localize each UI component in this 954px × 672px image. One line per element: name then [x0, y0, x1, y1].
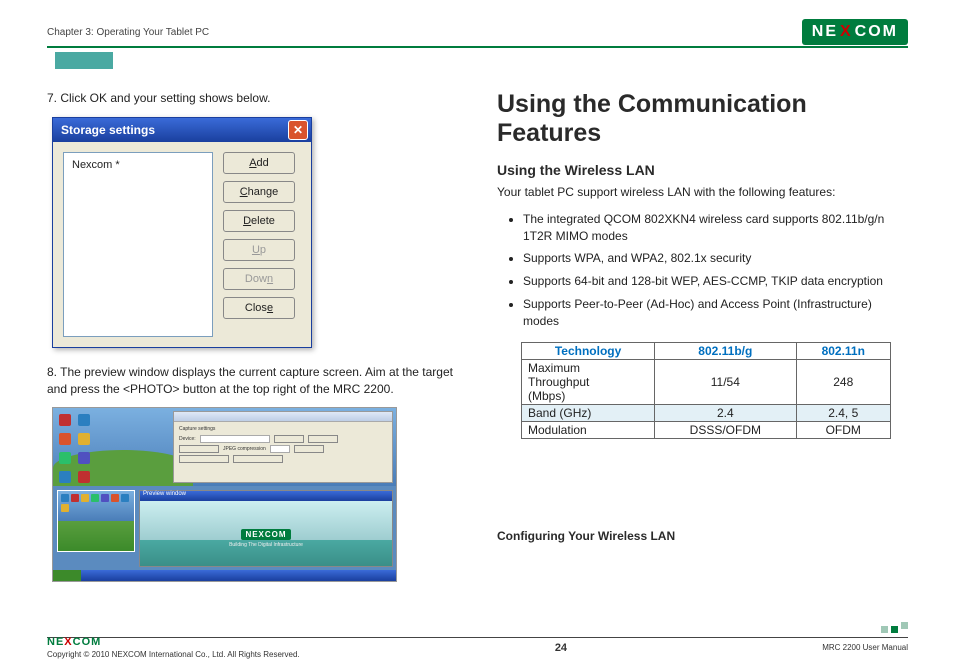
mini-button[interactable]	[308, 435, 338, 443]
copyright-text: Copyright © 2010 NEXCOM International Co…	[47, 650, 300, 659]
logo-part-com: COM	[855, 23, 898, 41]
chapter-label: Chapter 3: Operating Your Tablet PC	[47, 27, 209, 38]
cell-label: Band (GHz)	[522, 404, 655, 421]
preview-window: Preview window NEXCOM Building The Digit…	[139, 490, 393, 567]
up-button[interactable]: Up	[223, 239, 295, 261]
cell-value: DSSS/OFDM	[655, 421, 796, 438]
desktop-icon[interactable]	[59, 414, 71, 426]
delete-button[interactable]: Delete	[223, 210, 295, 232]
list-item[interactable]: Nexcom *	[68, 157, 208, 173]
dialog-title: Storage settings	[61, 123, 155, 137]
manual-name: MRC 2200 User Manual	[822, 643, 908, 652]
cell-value: 248	[796, 359, 891, 404]
desktop-icon[interactable]	[78, 471, 90, 483]
logo-part-ne: NE	[812, 23, 838, 41]
dialog-body: Nexcom * Add Change Delete Up Down Close	[53, 142, 311, 347]
desktop-preview: Capture settings Device: JPEG compressio…	[52, 407, 397, 582]
corner-marks	[881, 626, 908, 633]
cell-label: Maximum Throughput (Mbps)	[522, 359, 655, 404]
capture-dialog-body: Capture settings Device: JPEG compressio…	[174, 422, 392, 468]
mini-button[interactable]	[294, 445, 324, 453]
cell-value: 2.4, 5	[796, 404, 891, 421]
start-button[interactable]	[53, 570, 81, 581]
preview-photo: NEXCOM Building The Digital Infrastructu…	[140, 501, 392, 566]
storage-settings-dialog: Storage settings ✕ Nexcom * Add Change D…	[52, 117, 312, 348]
feature-item: Supports 64-bit and 128-bit WEP, AES-CCM…	[523, 273, 908, 290]
photo-tagline: Building The Digital Infrastructure	[229, 542, 303, 548]
desktop-icon[interactable]	[78, 414, 90, 426]
jpeg-field[interactable]	[270, 445, 290, 453]
device-field[interactable]	[200, 435, 270, 443]
section-heading: Using the Communication Features	[497, 90, 908, 148]
content-area: 7. Click OK and your setting shows below…	[47, 90, 908, 582]
page-header: Chapter 3: Operating Your Tablet PC NEXC…	[47, 18, 908, 46]
step-8-text: 8. The preview window displays the curre…	[47, 364, 457, 398]
technology-table: Technology 802.11b/g 802.11n Maximum Thr…	[521, 342, 891, 439]
features-list: The integrated QCOM 802XKN4 wireless car…	[497, 211, 908, 330]
nexcom-logo: NEXCOM	[802, 19, 908, 45]
cell-value: OFDM	[796, 421, 891, 438]
logo-part-x: X	[838, 23, 855, 41]
footer-left: NEXCOM Copyright © 2010 NEXCOM Internati…	[47, 636, 300, 659]
right-column: Using the Communication Features Using t…	[497, 90, 908, 582]
desktop-icons	[57, 412, 102, 488]
table-row: Modulation DSSS/OFDM OFDM	[522, 421, 891, 438]
table-header-row: Technology 802.11b/g 802.11n	[522, 342, 891, 359]
dialog-button-column: Add Change Delete Up Down Close	[223, 152, 295, 337]
cell-value: 11/54	[655, 359, 796, 404]
down-button[interactable]: Down	[223, 268, 295, 290]
feature-item: The integrated QCOM 802XKN4 wireless car…	[523, 211, 908, 245]
add-button[interactable]: Add	[223, 152, 295, 174]
desktop-icon[interactable]	[78, 452, 90, 464]
page-footer: NEXCOM Copyright © 2010 NEXCOM Internati…	[47, 636, 908, 659]
close-icon[interactable]: ✕	[288, 120, 308, 140]
desktop-icon[interactable]	[59, 452, 71, 464]
change-button[interactable]: Change	[223, 181, 295, 203]
mini-button[interactable]	[274, 435, 304, 443]
decorative-block	[55, 52, 113, 69]
mini-preview-panel	[57, 490, 135, 552]
desktop-icon[interactable]	[78, 433, 90, 445]
desktop-icon[interactable]	[59, 471, 71, 483]
capture-dialog: Capture settings Device: JPEG compressio…	[173, 411, 393, 483]
photo-logo: NEXCOM	[241, 529, 290, 540]
intro-paragraph: Your tablet PC support wireless LAN with…	[497, 184, 908, 201]
mini-button[interactable]	[233, 455, 283, 463]
mini-button[interactable]	[179, 455, 229, 463]
cell-value: 2.4	[655, 404, 796, 421]
feature-item: Supports Peer-to-Peer (Ad-Hoc) and Acces…	[523, 296, 908, 330]
table-row: Band (GHz) 2.4 2.4, 5	[522, 404, 891, 421]
header-divider	[47, 46, 908, 48]
feature-item: Supports WPA, and WPA2, 802.1x security	[523, 250, 908, 267]
nexcom-logo-small: NEXCOM	[47, 636, 300, 648]
close-button[interactable]: Close	[223, 297, 295, 319]
step-7-text: 7. Click OK and your setting shows below…	[47, 90, 457, 107]
th-80211n: 802.11n	[796, 342, 891, 359]
th-80211bg: 802.11b/g	[655, 342, 796, 359]
th-technology: Technology	[522, 342, 655, 359]
config-heading: Configuring Your Wireless LAN	[497, 529, 908, 543]
subsection-heading: Using the Wireless LAN	[497, 162, 908, 178]
storage-list[interactable]: Nexcom *	[63, 152, 213, 337]
capture-dialog-titlebar[interactable]	[174, 412, 392, 422]
table-row: Maximum Throughput (Mbps) 11/54 248	[522, 359, 891, 404]
page-number: 24	[555, 642, 567, 654]
taskbar[interactable]	[53, 570, 396, 581]
mini-button[interactable]	[179, 445, 219, 453]
desktop-icon[interactable]	[59, 433, 71, 445]
dialog-titlebar[interactable]: Storage settings ✕	[53, 118, 311, 142]
cell-label: Modulation	[522, 421, 655, 438]
left-column: 7. Click OK and your setting shows below…	[47, 90, 457, 582]
preview-window-title[interactable]: Preview window	[140, 491, 392, 501]
